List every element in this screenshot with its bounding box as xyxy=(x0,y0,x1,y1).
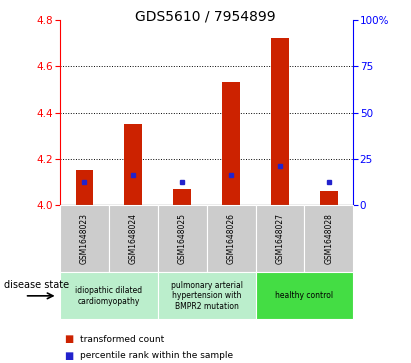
Text: GSM1648023: GSM1648023 xyxy=(80,213,89,264)
Bar xyxy=(125,124,142,205)
Text: GSM1648025: GSM1648025 xyxy=(178,213,187,264)
Bar xyxy=(321,191,337,205)
Text: ■: ■ xyxy=(64,334,73,344)
Bar xyxy=(76,170,92,205)
Text: disease state: disease state xyxy=(4,280,69,290)
Text: GSM1648024: GSM1648024 xyxy=(129,213,138,264)
Bar xyxy=(271,38,289,205)
Text: transformed count: transformed count xyxy=(80,335,164,344)
Bar xyxy=(222,82,240,205)
Text: GSM1648026: GSM1648026 xyxy=(226,213,236,264)
Text: percentile rank within the sample: percentile rank within the sample xyxy=(80,351,233,360)
Text: healthy control: healthy control xyxy=(275,291,334,300)
Text: GSM1648027: GSM1648027 xyxy=(275,213,284,264)
Text: idiopathic dilated
cardiomyopathy: idiopathic dilated cardiomyopathy xyxy=(75,286,142,306)
Text: GSM1648028: GSM1648028 xyxy=(324,213,333,264)
Text: GDS5610 / 7954899: GDS5610 / 7954899 xyxy=(135,9,276,23)
Text: pulmonary arterial
hypertension with
BMPR2 mutation: pulmonary arterial hypertension with BMP… xyxy=(171,281,242,311)
Text: ■: ■ xyxy=(64,351,73,361)
Bar xyxy=(173,189,191,205)
